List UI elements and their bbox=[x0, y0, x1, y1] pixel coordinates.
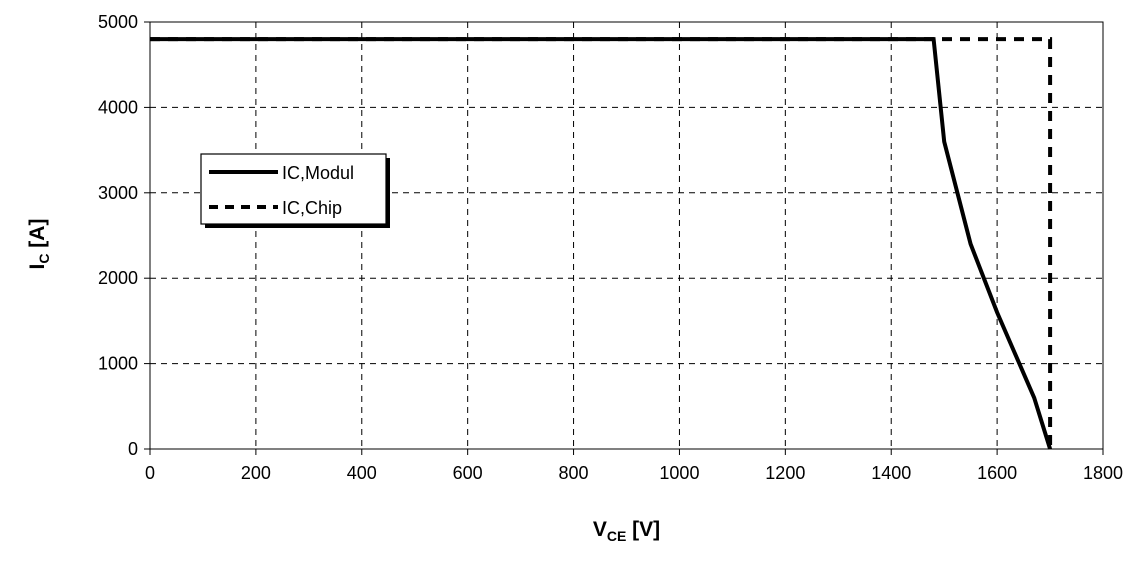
x-tick-label: 1800 bbox=[1083, 463, 1123, 483]
legend: IC,Modul IC,Chip bbox=[200, 153, 390, 228]
y-tick-label: 4000 bbox=[98, 97, 138, 117]
x-tick-label: 400 bbox=[347, 463, 377, 483]
legend-label-ic-chip: IC,Chip bbox=[282, 198, 342, 218]
y-tick-label: 1000 bbox=[98, 354, 138, 374]
legend-box bbox=[200, 153, 387, 225]
y-tick-label: 2000 bbox=[98, 268, 138, 288]
series-line-ic-chip bbox=[150, 37, 1053, 449]
x-tick-label: 800 bbox=[559, 463, 589, 483]
grid-lines bbox=[150, 22, 1103, 449]
series-line-ic-modul bbox=[150, 37, 1053, 450]
y-tick-label: 0 bbox=[128, 439, 138, 459]
series-group bbox=[150, 37, 1053, 450]
y-axis-title: IC [A] bbox=[26, 219, 52, 270]
x-tick-label: 1200 bbox=[765, 463, 805, 483]
x-tick-label: 1600 bbox=[977, 463, 1017, 483]
x-tick-label: 0 bbox=[145, 463, 155, 483]
x-tick-label: 1400 bbox=[871, 463, 911, 483]
y-tick-label: 5000 bbox=[98, 12, 138, 32]
x-axis-title: VCE [V] bbox=[593, 518, 660, 544]
plot-area-frame bbox=[149, 21, 1104, 450]
x-tick-label: 600 bbox=[453, 463, 483, 483]
y-tick-label: 3000 bbox=[98, 183, 138, 203]
axis-ticks: 0 200 400 600 800 1000 1200 1400 1600 1800 0 1000 20… bbox=[98, 12, 1123, 483]
x-tick-label: 1000 bbox=[659, 463, 699, 483]
x-tick-label: 200 bbox=[241, 463, 271, 483]
legend-label-ic-modul: IC,Modul bbox=[282, 163, 354, 183]
